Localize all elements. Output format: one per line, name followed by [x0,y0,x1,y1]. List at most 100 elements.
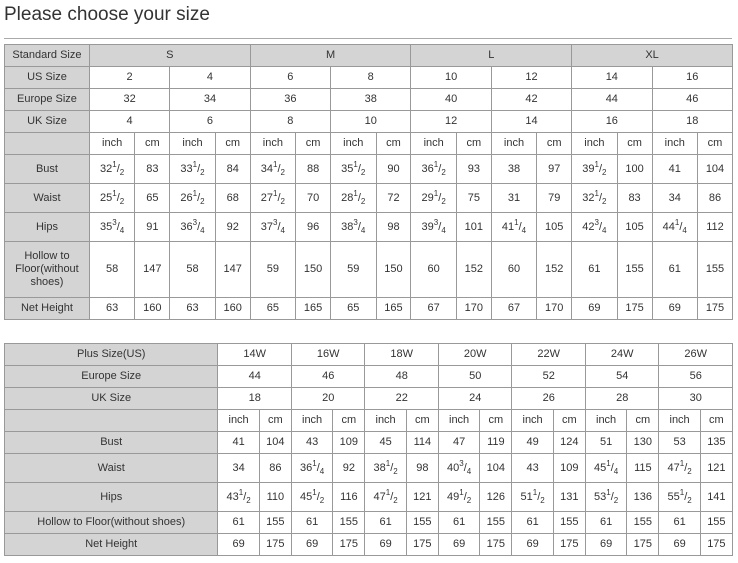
size-cell: 56 [658,365,733,388]
size-cell: 22W [511,343,586,366]
measurement-cell: 92 [332,453,366,483]
fraction-numerator: 3 [459,458,464,468]
measurement-cell: 69 [584,533,628,556]
fraction-numerator: 1 [112,188,117,198]
size-cell: 54 [584,365,660,388]
measurement-cell: 152 [536,241,573,298]
fraction-denominator: 4 [280,225,285,235]
fraction-numerator: 3 [192,217,198,227]
measurement-cell: 83 [134,154,171,184]
fraction-denominator: 4 [441,225,446,235]
fraction-numerator: 1 [273,188,278,198]
unit-header: cm [134,132,171,155]
measurement-cell: 69 [364,533,407,556]
measurement-cell: 45 [364,431,407,454]
measurement-cell: 383/4 [330,212,377,242]
table-row: Europe Size 32 34 36 38 40 42 44 46 [4,88,733,111]
size-cell: 38 [330,88,412,111]
fraction-denominator: 2 [319,495,325,505]
fraction-denominator: 2 [280,167,285,177]
measurement-cell: 175 [696,297,734,320]
size-cell: 16 [651,66,733,89]
row-label: Europe Size [4,88,90,111]
fraction-denominator: 2 [200,196,205,206]
measurement-cell: 175 [258,533,292,556]
size-cell: 26 [511,387,586,410]
measurement-cell: 69 [511,533,554,556]
measurement-cell: 58 [169,241,216,298]
fraction-numerator: 1 [353,188,358,198]
measurement-cell: 63 [169,297,216,320]
measurement-cell: 119 [479,431,513,454]
measurement-cell: 271/2 [249,183,297,213]
fraction-denominator: 2 [360,196,366,206]
row-label [4,132,90,155]
measurement-cell: 61 [584,511,628,534]
size-cell: 32 [88,88,171,111]
measurement-cell: 403/4 [437,453,481,483]
measurement-cell: 175 [479,533,513,556]
fraction-denominator: 2 [119,196,125,206]
measurement-cell: 43 [511,453,554,483]
fraction-numerator: 1 [312,487,317,497]
unit-header: inch [437,409,481,432]
row-label: US Size [4,66,90,89]
size-cell: 8 [330,66,412,89]
fraction-denominator: 2 [441,167,446,177]
fraction-denominator: 4 [521,225,527,235]
table-row: Hips 431/2 110 451/2 116 471/2 121 491/2 126 511/… [3,482,734,512]
unit-header: inch [169,132,216,155]
fraction-denominator: 4 [200,225,205,235]
unit-header: cm [214,132,251,155]
fraction-numerator: 1 [594,188,599,198]
size-cell: 44 [217,365,292,388]
measurement-cell: 155 [616,241,653,298]
measurement-cell: 61 [571,241,618,298]
measurement-cell: 41 [651,154,698,184]
unit-header: cm [616,132,653,155]
measurement-cell: 175 [626,533,660,556]
measurement-cell: 175 [699,533,734,556]
fraction-denominator: 4 [119,225,125,235]
measurement-cell: 165 [295,297,332,320]
measurement-cell: 69 [437,533,481,556]
size-cell: 10 [410,66,492,89]
unit-header: cm [552,409,586,432]
measurement-cell: 67 [490,297,538,320]
unit-header: inch [571,132,618,155]
table-row: UK Size 18 20 22 24 26 28 30 [3,387,733,410]
row-label [3,409,219,432]
table-row: inch cm inch cm inch cm inch cm inch cm inch cm inch… [3,409,734,432]
table-row: Net Height 69 175 69 175 69 175 69 175 69 175 69 175… [3,533,734,556]
unit-header: inch [330,132,377,155]
measurement-cell: 79 [536,183,573,213]
measurement-cell: 112 [696,212,734,242]
measurement-cell: 110 [258,482,292,512]
unit-header: cm [332,409,366,432]
measurement-cell: 69 [571,297,618,320]
measurement-cell: 451/2 [290,482,334,512]
measurement-cell: 72 [375,183,412,213]
measurement-cell: 511/2 [511,482,554,512]
measurement-cell: 150 [375,241,412,298]
measurement-cell: 175 [405,533,439,556]
unit-header: cm [258,409,292,432]
measurement-cell: 141 [699,482,734,512]
measurement-cell: 361/4 [290,453,334,483]
measurement-cell: 31 [490,183,538,213]
size-cell: 34 [169,88,251,111]
size-cell: 10 [330,110,412,133]
measurement-cell: 65 [330,297,377,320]
size-cell: 42 [490,88,573,111]
row-label: Waist [3,453,219,483]
fraction-denominator: 2 [119,167,125,177]
measurement-cell: 109 [552,453,586,483]
fraction-denominator: 2 [246,495,251,505]
measurement-cell: 363/4 [169,212,216,242]
measurement-cell: 63 [88,297,136,320]
table-row: Europe Size 44 46 48 50 52 54 56 [3,365,733,388]
size-cell: 40 [410,88,492,111]
measurement-cell: 155 [258,511,292,534]
measurement-cell: 61 [290,511,334,534]
measurement-cell: 83 [616,183,653,213]
